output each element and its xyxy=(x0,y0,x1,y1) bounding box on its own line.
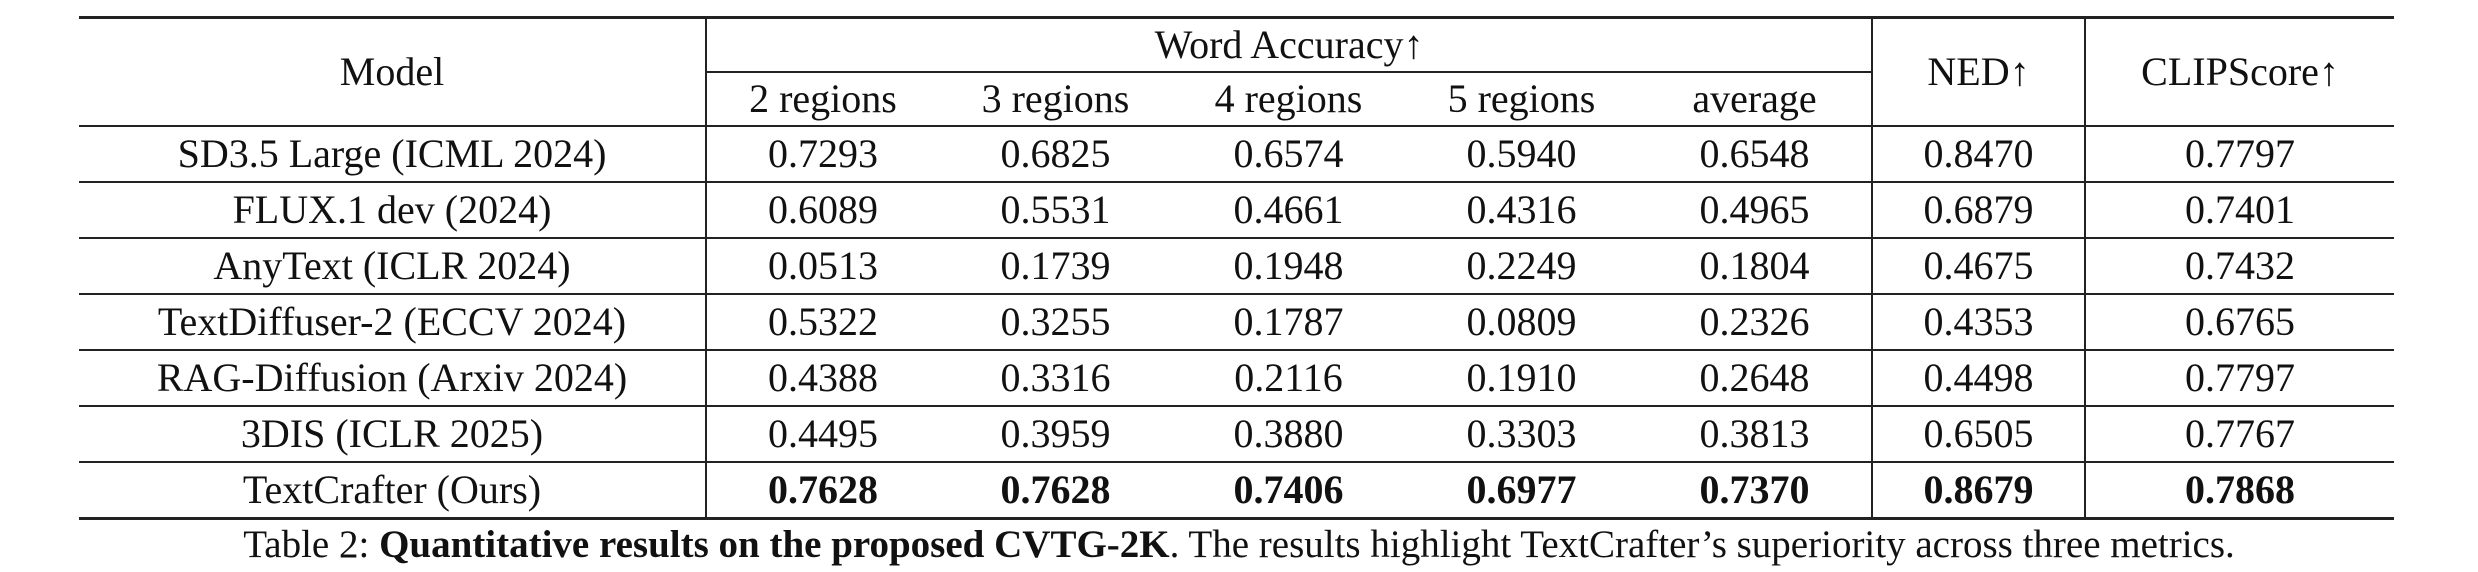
value-cell: 0.8470 xyxy=(1871,125,2086,182)
value-cell: 0.4965 xyxy=(1638,181,1873,238)
value-cell: 0.1910 xyxy=(1405,349,1638,406)
value-cell: 0.6548 xyxy=(1638,125,1873,182)
value-cell: 0.6089 xyxy=(705,181,939,238)
value-cell: 0.0809 xyxy=(1405,293,1638,350)
value-cell: 0.6505 xyxy=(1871,405,2086,462)
header-group: Word Accuracy↑ xyxy=(704,17,1873,73)
value-cell: 0.6977 xyxy=(1405,461,1638,519)
value-cell: 0.3880 xyxy=(1172,405,1405,462)
value-cell: 0.6825 xyxy=(939,125,1172,182)
value-cell: 0.7628 xyxy=(939,461,1172,519)
value-cell: 0.4388 xyxy=(705,349,939,406)
value-cell: 0.5531 xyxy=(939,181,1172,238)
value-cell: 0.1948 xyxy=(1172,237,1405,294)
value-cell: 0.7432 xyxy=(2084,237,2395,294)
table-row: 3DIS (ICLR 2025) 0.4495 0.3959 0.3880 0.3303… xyxy=(79,405,2395,462)
value-cell: 0.4661 xyxy=(1172,181,1405,238)
value-cell: 0.6574 xyxy=(1172,125,1405,182)
value-cell: 0.2249 xyxy=(1405,237,1638,294)
model-cell: TextCrafter (Ours) xyxy=(79,461,706,519)
model-cell: SD3.5 Large (ICML 2024) xyxy=(79,125,706,182)
header-cell: CLIPScore↑ xyxy=(2084,17,2395,126)
value-cell: 0.1804 xyxy=(1638,237,1873,294)
model-cell: AnyText (ICLR 2024) xyxy=(79,237,706,294)
value-cell: 0.2326 xyxy=(1638,293,1873,350)
table-row: SD3.5 Large (ICML 2024) 0.7293 0.6825 0.657… xyxy=(79,125,2395,182)
value-cell: 0.6765 xyxy=(2084,293,2395,350)
value-cell: 0.3303 xyxy=(1405,405,1638,462)
value-cell: 0.1787 xyxy=(1172,293,1405,350)
table-row: TextCrafter (Ours) 0.7628 0.7628 0.7406 0.69… xyxy=(79,461,2395,519)
subheader-cell: 2 regions xyxy=(705,72,939,126)
value-cell: 0.7797 xyxy=(2084,125,2395,182)
table-row: TextDiffuser-2 (ECCV 2024) 0.5322 0.3255 0.… xyxy=(79,293,2395,350)
value-cell: 0.5322 xyxy=(705,293,939,350)
value-cell: 0.1739 xyxy=(939,237,1172,294)
subheader-cell: 4 regions xyxy=(1214,76,1363,121)
value-cell: 0.0513 xyxy=(705,237,939,294)
value-cell: 0.6879 xyxy=(1871,181,2086,238)
value-cell: 0.4316 xyxy=(1405,181,1638,238)
caption-label: Table 2: xyxy=(243,523,370,566)
value-cell: 0.4675 xyxy=(1871,237,2086,294)
model-cell: 3DIS (ICLR 2025) xyxy=(79,405,706,462)
value-cell: 0.7406 xyxy=(1172,461,1405,519)
value-cell: 0.3813 xyxy=(1638,405,1873,462)
value-cell: 0.7293 xyxy=(705,125,939,182)
model-cell: TextDiffuser-2 (ECCV 2024) xyxy=(79,293,706,350)
subheader-cell: average xyxy=(1692,76,1817,121)
value-cell: 0.7767 xyxy=(2084,405,2395,462)
caption-text: . The results highlight TextCrafter’s su… xyxy=(1169,523,2235,566)
value-cell: 0.3959 xyxy=(939,405,1172,462)
header-cell: NED↑ xyxy=(1871,17,2086,126)
subheader-cell: 5 regions xyxy=(1447,76,1596,121)
value-cell: 0.7401 xyxy=(2084,181,2395,238)
value-cell: 0.7797 xyxy=(2084,349,2395,406)
table-row: FLUX.1 dev (2024) 0.6089 0.5531 0.4661 0.431… xyxy=(79,181,2395,238)
model-cell: FLUX.1 dev (2024) xyxy=(79,181,706,238)
value-cell: 0.3255 xyxy=(939,293,1172,350)
value-cell: 0.3316 xyxy=(939,349,1172,406)
value-cell: 0.4495 xyxy=(705,405,939,462)
value-cell: 0.4498 xyxy=(1871,349,2086,406)
subheader-cell: 3 regions xyxy=(981,76,1130,121)
header-cell: Model xyxy=(339,49,445,94)
value-cell: 0.7628 xyxy=(705,461,939,519)
value-cell: 0.5940 xyxy=(1405,125,1638,182)
caption-bold: Quantitative results on the proposed CVT… xyxy=(379,523,1170,566)
model-cell: RAG-Diffusion (Arxiv 2024) xyxy=(79,349,706,406)
value-cell: 0.4353 xyxy=(1871,293,2086,350)
value-cell: 0.8679 xyxy=(1871,461,2086,519)
table-row: RAG-Diffusion (Arxiv 2024) 0.4388 0.3316 0.… xyxy=(79,349,2395,406)
results-table: Model Word Accuracy↑ NED↑ CLIPScore↑ 2 r… xyxy=(79,16,2395,520)
value-cell: 0.2648 xyxy=(1638,349,1873,406)
caption: Table 2: Quantitative results on the pro… xyxy=(8,522,2470,567)
table-row: AnyText (ICLR 2024) 0.0513 0.1739 0.1948 0.2… xyxy=(79,237,2395,294)
value-cell: 0.7370 xyxy=(1638,461,1873,519)
value-cell: 0.7868 xyxy=(2084,461,2395,519)
value-cell: 0.2116 xyxy=(1172,349,1405,406)
